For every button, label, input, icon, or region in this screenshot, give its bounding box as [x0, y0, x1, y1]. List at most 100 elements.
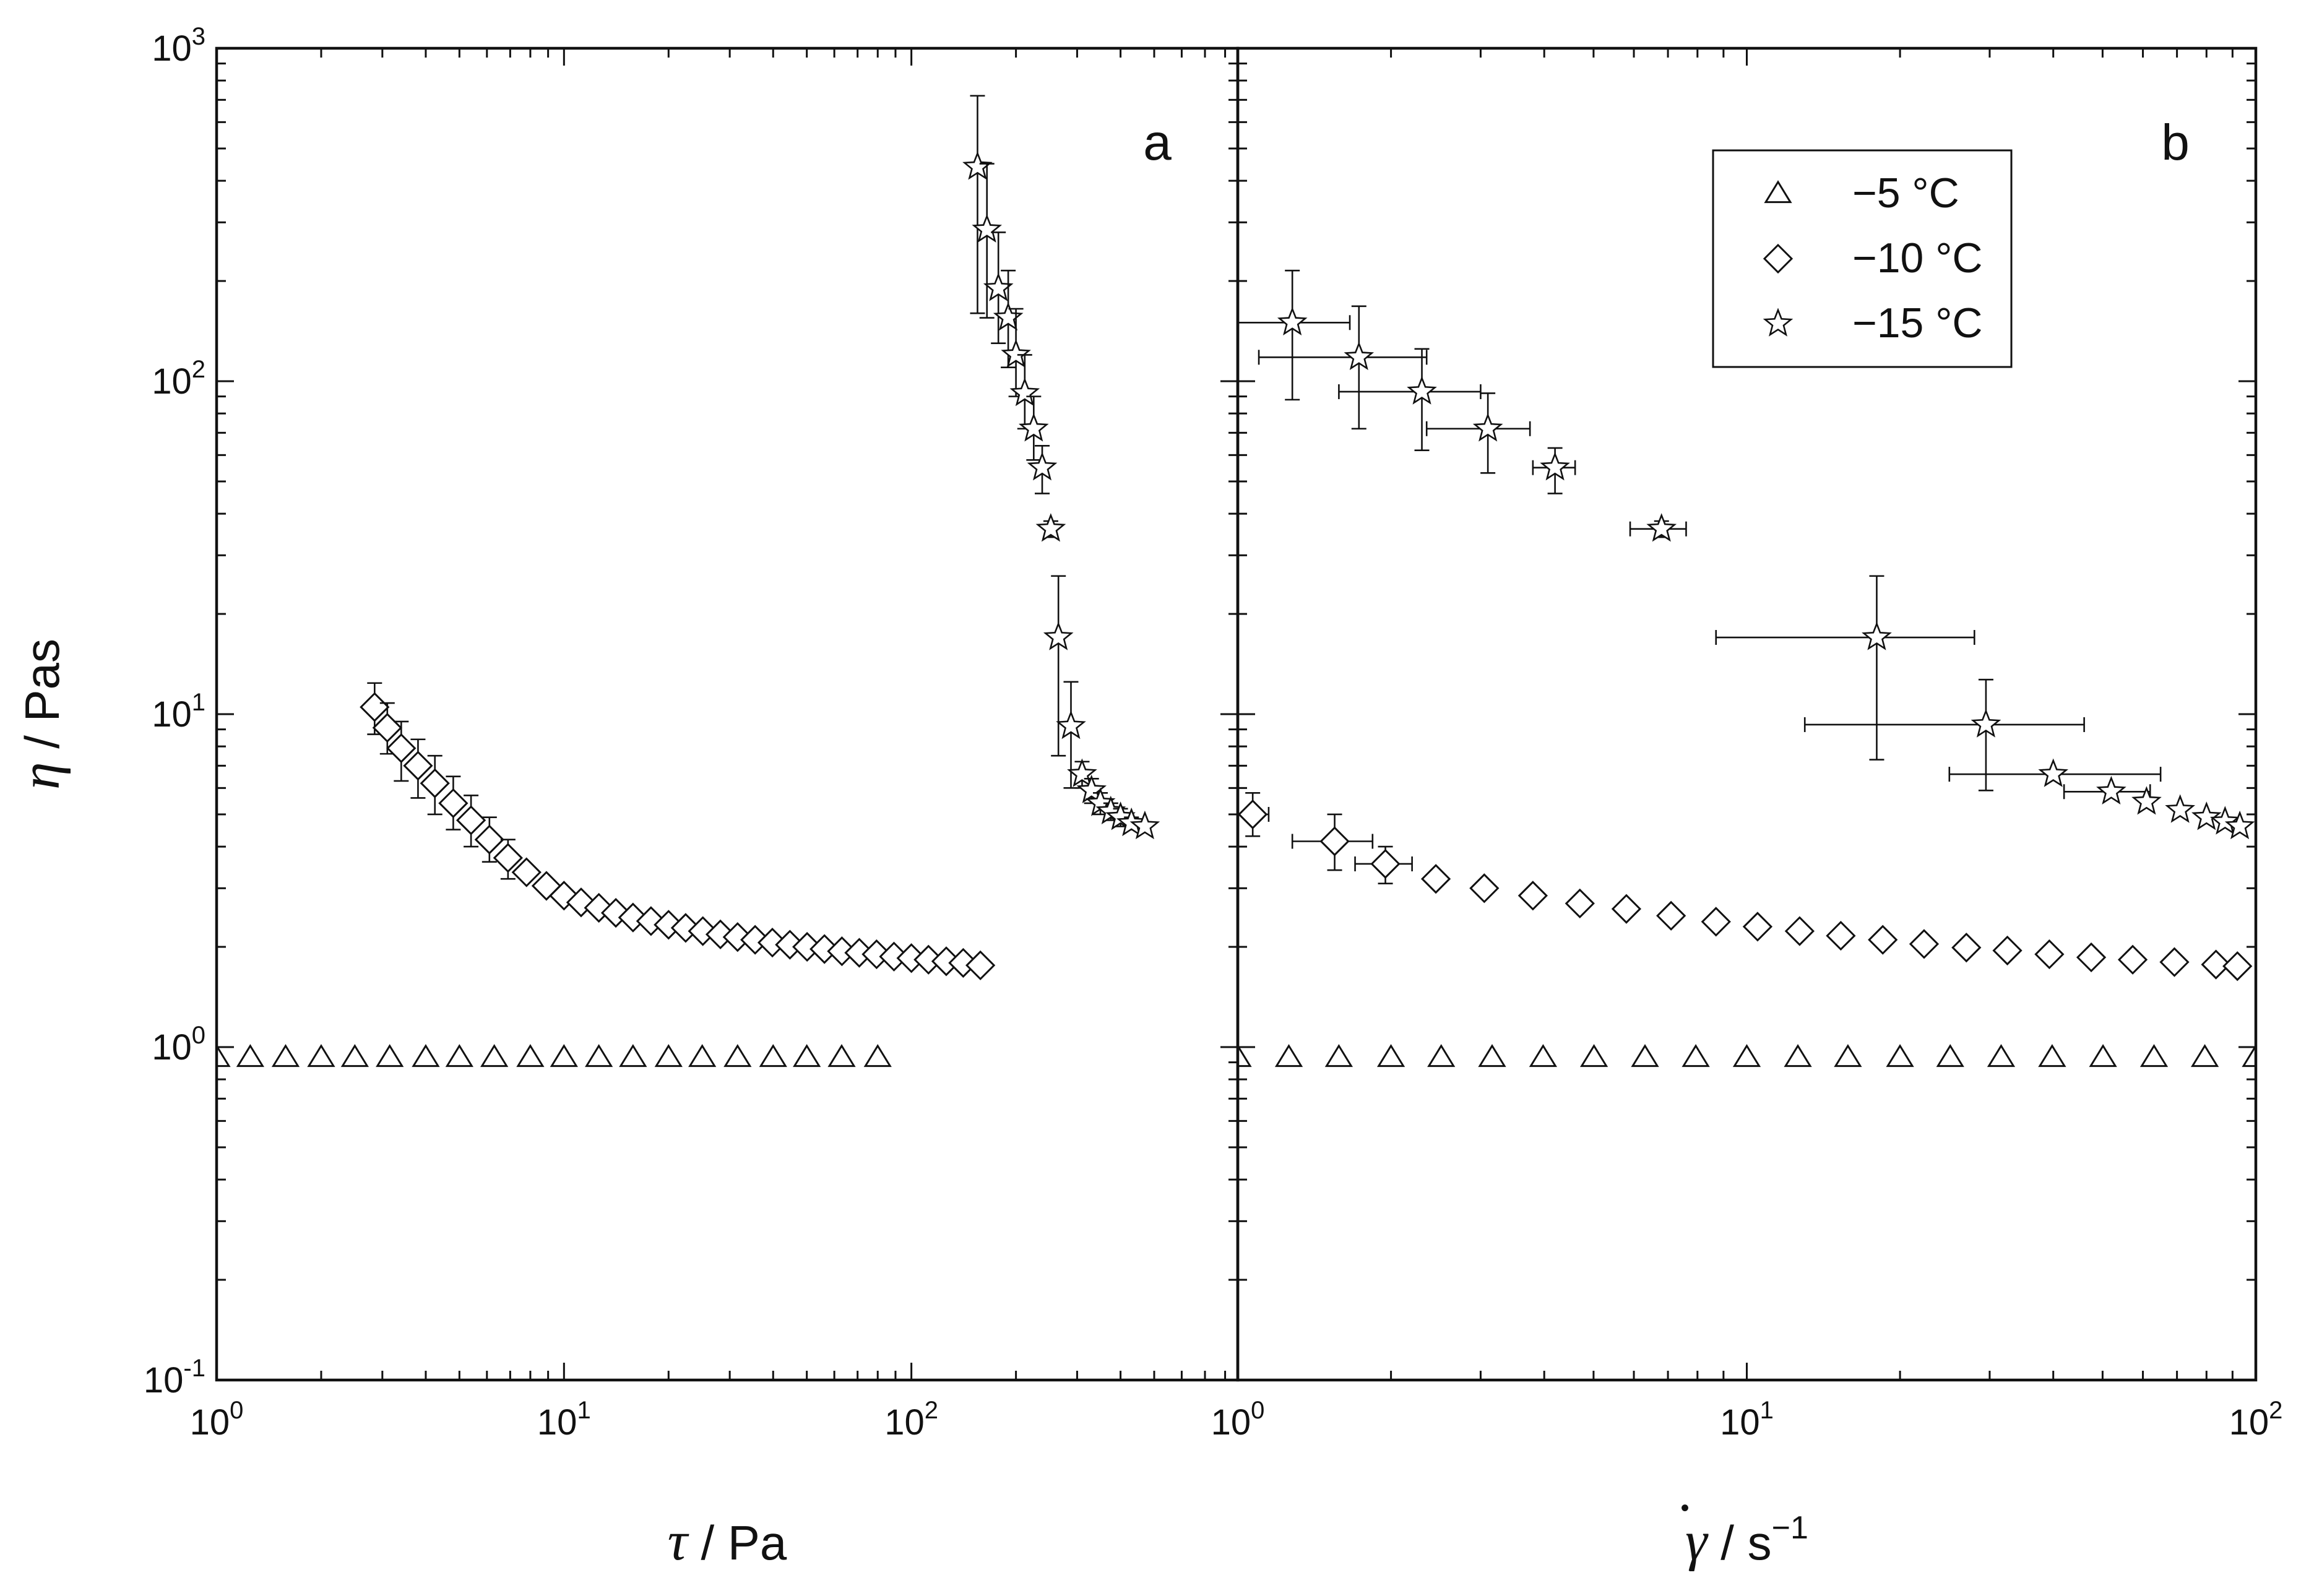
diamond-marker	[2076, 942, 2107, 973]
y-error-bar	[1978, 678, 1993, 792]
diamond-marker	[861, 939, 892, 970]
legend-item: −10 °C	[1763, 235, 1983, 282]
triangle-marker	[2190, 1044, 2219, 1068]
star-marker	[1971, 709, 2001, 738]
triangle-marker	[445, 1044, 473, 1068]
tick-base: 10	[1211, 1402, 1251, 1443]
tick-base: 10	[190, 1402, 230, 1443]
y-error-bar	[1414, 348, 1430, 451]
tick-base: 10	[2229, 1402, 2269, 1443]
star-marker	[1540, 452, 1570, 481]
diamond-marker	[809, 934, 840, 964]
series-star	[1238, 269, 2255, 840]
tick-base: 10	[884, 1402, 925, 1443]
triangle-marker	[307, 1044, 335, 1068]
tick-exponent: 0	[230, 1397, 243, 1424]
triangle-marker	[1936, 1044, 1964, 1068]
diamond-marker	[1868, 925, 1898, 955]
star-marker	[1277, 306, 1308, 335]
diamond-marker	[792, 931, 822, 962]
tick-exponent: 3	[192, 23, 205, 50]
x-tick-label: 102	[884, 1397, 938, 1443]
x-axis-unit: / s	[1707, 1516, 1772, 1570]
y-tick-label: 102	[152, 356, 205, 402]
diamond-marker	[2222, 951, 2253, 981]
legend: −5 °C −10 °C −15 °C	[1712, 149, 2013, 368]
star-marker	[2224, 810, 2255, 840]
legend-item: −15 °C	[1763, 300, 1983, 347]
diamond-marker	[1420, 864, 1451, 894]
diamond-marker	[1701, 907, 1731, 937]
y-axis-unit: / Pas	[15, 639, 69, 762]
y-error-bar	[1285, 269, 1300, 401]
y-tick-label: 101	[152, 689, 205, 735]
panel-label: a	[1143, 114, 1172, 171]
legend-label: −5 °C	[1852, 170, 1959, 217]
star-marker	[1067, 758, 1097, 787]
triangle-marker	[1478, 1044, 1506, 1068]
tick-exponent: 1	[1760, 1397, 1774, 1424]
y-tick-label: 103	[152, 23, 205, 69]
triangle-marker	[688, 1044, 717, 1068]
triangle-marker	[723, 1044, 752, 1068]
diamond-marker	[2034, 939, 2065, 970]
triangle-marker	[619, 1044, 647, 1068]
star-marker	[1344, 341, 1375, 371]
tick-base: 10	[152, 1027, 192, 1068]
tick-base: 10	[537, 1402, 577, 1443]
triangle-marker	[1987, 1044, 2016, 1068]
triangle-marker	[480, 1044, 509, 1068]
triangle-marker	[1427, 1044, 1456, 1068]
x-tick-label: 102	[2229, 1397, 2283, 1443]
triangle-marker	[412, 1044, 440, 1068]
diamond-marker	[438, 788, 468, 819]
triangle-marker	[516, 1044, 545, 1068]
star-marker	[993, 302, 1024, 331]
axis-ticks	[215, 47, 1238, 1381]
plot-area	[217, 95, 1160, 1068]
triangle-marker	[1764, 180, 1792, 204]
star-marker	[1027, 452, 1058, 481]
x-axis-unit-exponent: −1	[1772, 1510, 1808, 1546]
x-axis-symbol: τ	[668, 1511, 689, 1572]
x-axis-label: γ / s−1	[1685, 1510, 1808, 1572]
triangle-marker	[376, 1044, 404, 1068]
diamond-marker	[2159, 947, 2190, 977]
star-marker	[1035, 513, 1066, 542]
diamond-marker	[403, 751, 433, 781]
x-tick-label: 101	[537, 1397, 591, 1443]
diamond-marker	[1763, 243, 1794, 274]
triangle-marker	[2089, 1044, 2117, 1068]
triangle-marker	[1529, 1044, 1558, 1068]
diamond-marker	[1517, 881, 1548, 911]
star-marker	[1763, 308, 1794, 337]
star-marker	[972, 214, 1003, 243]
series-star	[962, 95, 1160, 840]
star-marker	[1056, 710, 1086, 740]
x-axis-label: τ / Pa	[668, 1511, 787, 1572]
triangle-marker	[827, 1044, 856, 1068]
x-error-bar	[1258, 350, 1428, 365]
x-error-bar	[1338, 384, 1482, 399]
diamond-marker	[1319, 826, 1350, 856]
star-marker	[2131, 786, 2162, 815]
x-axis-symbol: γ	[1685, 1511, 1709, 1572]
x-error-bar	[1715, 630, 1975, 645]
star-marker	[2038, 758, 2069, 787]
diamond-marker	[1238, 799, 1268, 830]
series-diamond	[360, 682, 996, 981]
tick-exponent: 1	[192, 689, 205, 716]
tick-base: 10	[1720, 1402, 1760, 1443]
star-marker	[2191, 801, 2222, 830]
triangle-marker	[2038, 1044, 2066, 1068]
legend-box	[1712, 149, 2013, 368]
tick-exponent: 1	[577, 1397, 590, 1424]
triangle-marker	[217, 1044, 231, 1068]
y-axis-symbol: η	[10, 762, 71, 790]
diamond-marker	[1565, 888, 1595, 919]
x-error-bar	[1803, 717, 2085, 732]
triangle-marker	[1834, 1044, 1862, 1068]
diamond-marker	[1784, 916, 1815, 946]
star-marker	[2165, 794, 2196, 823]
